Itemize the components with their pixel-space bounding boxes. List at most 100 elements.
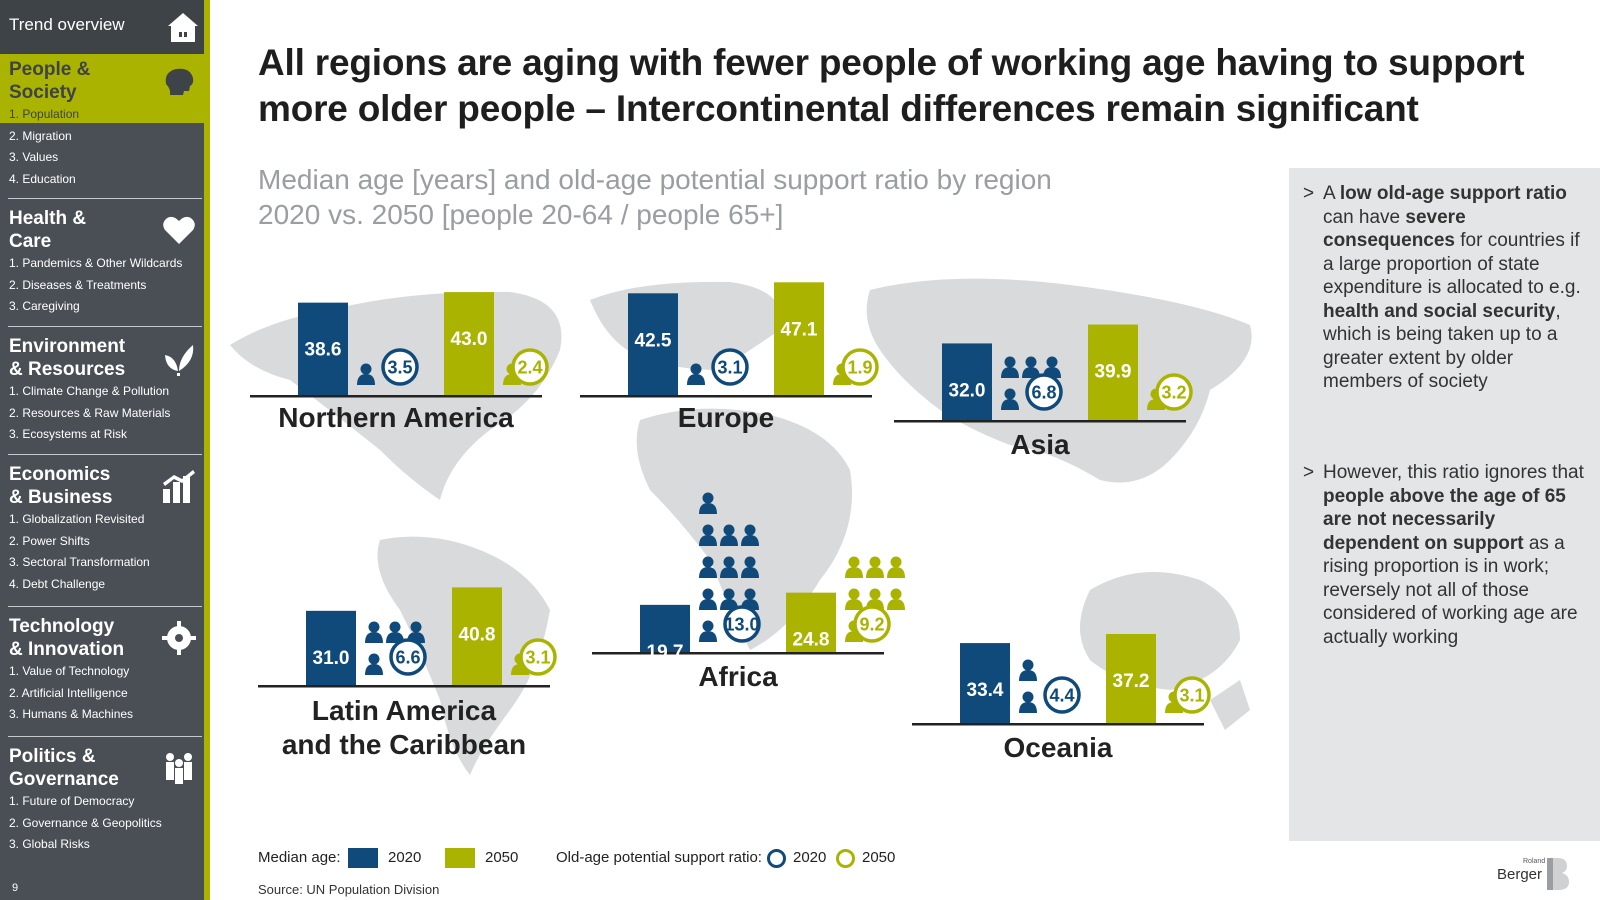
trend-overview-bar[interactable]: Trend overview	[0, 0, 204, 54]
person-icon-body	[720, 535, 738, 546]
ratio-label-2050: 1.9	[847, 358, 872, 378]
bar-2020	[960, 643, 1010, 723]
person-icon-head	[1025, 356, 1037, 368]
person-icon-body	[365, 664, 383, 675]
info-bullet-2: > However, this ratio ignores that peopl…	[1303, 461, 1593, 649]
sidebar-sub-item[interactable]: 3. Humans & Machines	[9, 707, 134, 721]
region-group-asia: 32.0 39.9 6.8 3.2 Asia	[894, 324, 1193, 460]
region-baseline	[258, 685, 550, 688]
sidebar-sub-item[interactable]: 1. Globalization Revisited	[9, 512, 145, 526]
person-icon-head	[744, 524, 756, 536]
sidebar-sub-item[interactable]: 1. Value of Technology	[9, 664, 130, 678]
sidebar-section-title[interactable]: Environment & Resources	[9, 336, 126, 380]
sidebar-section-title[interactable]: Economics & Business	[9, 464, 113, 508]
legend-ratio-label: Old-age potential support ratio:	[556, 849, 762, 866]
sidebar-section-title[interactable]: People & Society	[9, 59, 91, 103]
ratio-circle-2020	[389, 638, 427, 676]
person-icon-body	[687, 374, 705, 385]
sidebar-section-title[interactable]: Politics & Governance	[9, 746, 119, 790]
person-icon-head	[723, 556, 735, 568]
sidebar-sub-item[interactable]: 1. Pandemics & Other Wildcards	[9, 256, 183, 270]
sidebar-section-5[interactable]: Politics & Governance 1. Future of Democra…	[0, 741, 204, 882]
person-icon-body	[887, 567, 905, 578]
bar-2050	[1106, 633, 1156, 723]
bar-2020	[942, 343, 992, 420]
legend-median-label: Median age:	[258, 849, 341, 866]
sidebar-section-title[interactable]: Health & Care	[9, 208, 87, 252]
sidebar-section-2[interactable]: Environment & Resources 1. Climate Change …	[0, 331, 204, 458]
sidebar-sub-item[interactable]: 3. Values	[9, 150, 59, 164]
person-icon-body	[845, 567, 863, 578]
bar-label-2020: 19.7	[647, 642, 684, 663]
sidebar-sub-item[interactable]: 2. Diseases & Treatments	[9, 277, 147, 292]
person-icon-body	[845, 599, 863, 610]
continent-shape	[1080, 572, 1240, 690]
sidebar-sub-item[interactable]: 2. Resources & Raw Materials	[9, 405, 171, 420]
sidebar-section-4[interactable]: Technology & Innovation 1. Value of Techno…	[0, 611, 204, 740]
sidebar-section-title[interactable]: Technology & Innovation	[9, 616, 125, 660]
person-icon-body	[699, 535, 717, 546]
sidebar-sub-item[interactable]: 1. Population	[0, 107, 204, 121]
bar-label-2050: 40.8	[459, 624, 496, 645]
person-icon-head	[702, 556, 714, 568]
person-icon-body	[720, 567, 738, 578]
person-icon-body	[699, 599, 717, 610]
sidebar-sub-item[interactable]: 1. Climate Change & Pollution	[9, 384, 170, 398]
ratio-label-2020: 6.6	[395, 648, 420, 668]
info-panel: > A low old-age support ratio can have s…	[1289, 168, 1600, 841]
person-icon-body	[741, 567, 759, 578]
sidebar-sub-item[interactable]: 3. Global Risks	[9, 837, 90, 851]
person-icon-body	[699, 567, 717, 578]
sidebar-section-0[interactable]: People & Society 1. Population 2. Migration…	[0, 54, 204, 202]
sidebar-divider	[8, 736, 202, 737]
sidebar-section-1[interactable]: Health & Care 1. Pandemics & Other Wildcar…	[0, 203, 204, 330]
ratio-label-2020: 6.8	[1031, 383, 1056, 403]
sidebar-divider	[8, 606, 202, 607]
person-icon-body	[866, 567, 884, 578]
ratio-circle-2050	[511, 348, 549, 386]
sidebar-sub-item[interactable]: 2. Migration	[9, 128, 72, 143]
ratio-circle-2050	[519, 638, 557, 676]
region-label: Oceania	[1004, 732, 1113, 763]
bold-text: severe consequences	[1323, 206, 1466, 252]
sidebar-sub-item[interactable]: 3. Ecosystems at Risk	[9, 427, 128, 441]
bar-2050	[452, 587, 502, 685]
ratio-circle-2020	[1043, 676, 1081, 714]
chart-subtitle: Median age [years] and old-age potential…	[258, 162, 1052, 232]
bar-2050	[1088, 324, 1138, 420]
person-icon-head	[702, 492, 714, 504]
person-icon-head	[368, 653, 380, 665]
sidebar-sub-item[interactable]: 2. Power Shifts	[9, 533, 90, 548]
sidebar-sub-item[interactable]: 2. Governance & Geopolitics	[9, 815, 162, 830]
sidebar-sub-item[interactable]: 1. Future of Democracy	[9, 794, 135, 808]
home-icon[interactable]	[164, 8, 202, 46]
legend-median-2050: 2050	[485, 849, 519, 866]
continent-shape	[1210, 680, 1250, 730]
bar-label-2050: 47.1	[781, 319, 818, 340]
region-baseline	[894, 420, 1186, 423]
ratio-circle-2020	[1025, 373, 1063, 411]
text-run: However, this ratio ignores that	[1323, 462, 1584, 483]
person-icon-head	[1022, 659, 1034, 671]
ratio-label-2050: 3.2	[1161, 383, 1186, 403]
sidebar-sub-item[interactable]: 3. Caregiving	[9, 299, 80, 313]
bold-text: health and social security	[1323, 300, 1556, 322]
text-run: A	[1323, 183, 1340, 204]
sidebar-section-3[interactable]: Economics & Business 1. Globalization Revi…	[0, 459, 204, 610]
region-chart: 38.6 43.0 3.5 2.4 Northern America 42.5 47.1 3.…	[230, 278, 1252, 775]
sidebar-sub-item[interactable]: 4. Debt Challenge	[9, 576, 106, 591]
region-label: Latin America	[312, 695, 497, 726]
person-icon-head	[702, 524, 714, 536]
heart-icon	[163, 216, 195, 244]
sidebar-sub-item[interactable]: 2. Artificial Intelligence	[9, 685, 128, 700]
text-run: can have	[1323, 206, 1406, 228]
sidebar-sub-item[interactable]: 4. Education	[9, 171, 76, 186]
person-icon-head	[723, 588, 735, 600]
person-icon-body	[720, 599, 738, 610]
bar-label-2020: 31.0	[313, 648, 350, 669]
ratio-circle-2050	[1155, 373, 1193, 411]
logo-text: Berger	[1497, 866, 1543, 883]
sidebar-sub-item[interactable]: 3. Sectoral Transformation	[9, 555, 150, 569]
roland-berger-logo-icon	[1547, 858, 1569, 890]
bullet-marker: >	[1303, 183, 1315, 204]
